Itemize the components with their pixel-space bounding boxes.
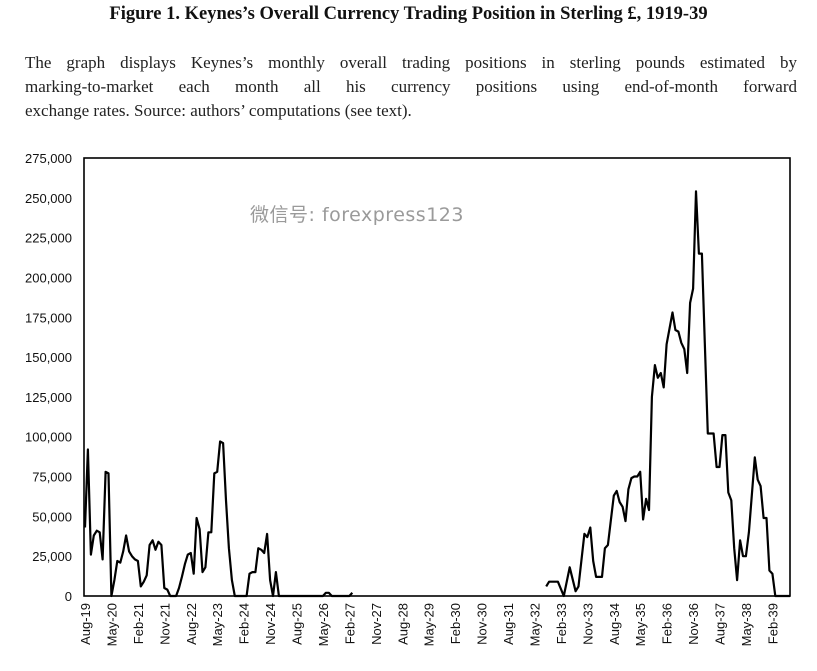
x-tick-label: Feb-27 [342, 603, 357, 644]
watermark: 微信号: forexpress123 [250, 204, 464, 226]
x-tick-label: Feb-36 [660, 603, 675, 644]
y-tick-label: 250,000 [25, 191, 72, 206]
y-tick-label: 125,000 [25, 390, 72, 405]
x-tick-label: May-32 [527, 603, 542, 646]
x-tick-label: Nov-30 [475, 603, 490, 645]
series-line-segment [545, 190, 790, 598]
x-tick-label: Aug-28 [395, 603, 410, 645]
x-tick-label: Nov-24 [263, 603, 278, 645]
x-tick-label: May-29 [422, 603, 437, 646]
x-tick-label: Aug-37 [713, 603, 728, 645]
caption-line: The graph displays Keynes’s monthly over… [25, 53, 797, 72]
x-tick-label: Nov-21 [157, 603, 172, 645]
y-tick-label: 25,000 [32, 549, 72, 564]
x-tick-label: Aug-31 [501, 603, 516, 645]
x-axis: Aug-19 May-20 Feb-21 Nov-21 Aug-22 May-23 Feb-… [78, 603, 780, 646]
x-tick-label: Aug-25 [290, 603, 305, 645]
x-tick-label: May-35 [633, 603, 648, 646]
series-line-segment [83, 440, 354, 598]
y-tick-label: 50,000 [32, 509, 72, 524]
y-tick-label: 275,000 [25, 151, 72, 166]
x-tick-label: May-26 [316, 603, 331, 646]
x-tick-label: Nov-33 [580, 603, 595, 645]
y-tick-label: 75,000 [32, 470, 72, 485]
x-tick-label: Feb-39 [765, 603, 780, 644]
x-tick-label: Feb-24 [237, 603, 252, 644]
y-tick-label: 150,000 [25, 350, 72, 365]
x-tick-label: Nov-36 [686, 603, 701, 645]
x-tick-label: Aug-34 [607, 603, 622, 645]
y-axis: 0 25,000 50,000 75,000 100,000 125,000 150,000… [25, 151, 72, 604]
y-tick-label: 225,000 [25, 231, 72, 246]
figure-caption: The graph displays Keynes’s monthly over… [25, 51, 797, 123]
x-tick-label: Aug-22 [184, 603, 199, 645]
series-lines [83, 190, 790, 598]
x-tick-label: May-38 [739, 603, 754, 646]
x-tick-label: Aug-19 [78, 603, 93, 645]
x-tick-label: Feb-30 [448, 603, 463, 644]
y-tick-label: 0 [65, 589, 72, 604]
x-tick-label: May-20 [104, 603, 119, 646]
y-tick-label: 200,000 [25, 270, 72, 285]
caption-line: exchange rates. Source: authors’ computa… [25, 101, 412, 120]
x-tick-label: Feb-33 [554, 603, 569, 644]
caption-line: marking-to-market each month all his cur… [25, 77, 797, 96]
x-tick-label: May-23 [210, 603, 225, 646]
figure-title: Figure 1. Keynes’s Overall Currency Trad… [109, 4, 708, 24]
y-tick-label: 100,000 [25, 430, 72, 445]
x-tick-label: Feb-21 [131, 603, 146, 644]
x-tick-label: Nov-27 [369, 603, 384, 645]
y-tick-label: 175,000 [25, 310, 72, 325]
plot-frame [83, 157, 791, 597]
